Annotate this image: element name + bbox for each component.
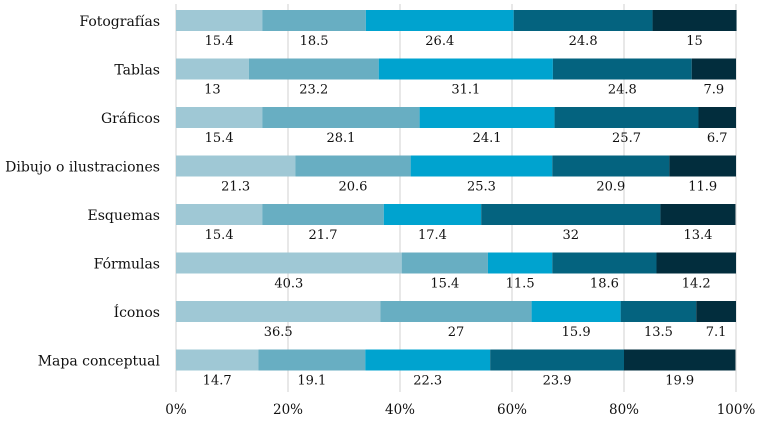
bar-segment: [554, 107, 699, 128]
category-label-graficos: Gráficos: [101, 111, 160, 127]
data-label: 20.6: [338, 180, 367, 195]
data-label: 7.1: [706, 325, 727, 340]
bar-segment: [383, 204, 482, 225]
bar-segment: [176, 107, 263, 128]
bar-segment: [176, 10, 263, 31]
data-label: 40.3: [274, 277, 303, 292]
data-label: 11.5: [506, 277, 535, 292]
data-label: 32: [563, 228, 580, 243]
category-labels: Fotografías Tablas Gráficos Dibujo o ilustr…: [5, 14, 160, 370]
bar-segment: [380, 301, 532, 322]
bar-segment: [620, 301, 697, 322]
bar-segment: [624, 349, 736, 371]
data-label: 17.4: [418, 228, 447, 243]
category-label-esquemas: Esquemas: [88, 208, 160, 224]
bar-segment: [176, 349, 259, 371]
data-label: 18.6: [590, 277, 619, 292]
data-label: 7.9: [704, 83, 725, 98]
bar-segment: [698, 107, 736, 128]
category-label-dibujo-o-ilustraciones: Dibujo o ilustraciones: [5, 160, 160, 176]
data-label: 24.1: [473, 131, 502, 146]
data-label: 14.2: [682, 277, 711, 292]
bar-segment: [378, 58, 553, 80]
x-tick-label: 60%: [497, 402, 527, 418]
bar-segment: [176, 204, 263, 225]
category-label-tablas: Tablas: [114, 63, 160, 79]
bar-segment: [248, 58, 379, 80]
value-labels: 15.4 18.5 26.4 24.8 15 13 23.2 31.1 24.8 7.9 15.4 2…: [203, 34, 728, 389]
bar-segment: [401, 252, 488, 274]
category-label-mapa-conceptual: Mapa conceptual: [38, 354, 161, 370]
data-label: 25.3: [467, 180, 496, 195]
data-label: 31.1: [451, 83, 480, 98]
bar-segment: [513, 10, 653, 31]
data-label: 25.7: [612, 131, 641, 146]
bar-segment: [258, 349, 366, 371]
data-label: 19.9: [665, 374, 694, 389]
bar-segment: [487, 252, 553, 274]
bar-segment: [696, 301, 736, 322]
bar-segment: [669, 155, 736, 177]
data-label: 23.9: [543, 374, 572, 389]
bar-segment: [176, 58, 249, 80]
bar-segment: [419, 107, 555, 128]
bar-segment: [365, 349, 491, 371]
category-label-fotografias: Fotografías: [79, 14, 160, 30]
bar-segment: [295, 155, 411, 177]
bar-segment: [481, 204, 661, 225]
bar-segment: [531, 301, 621, 322]
data-label: 19.1: [297, 374, 326, 389]
bar-segment: [490, 349, 624, 371]
data-label: 15: [686, 34, 703, 49]
x-tick-label: 40%: [385, 402, 415, 418]
bar-segment: [552, 252, 657, 274]
bar-segment: [410, 155, 553, 177]
data-label: 27: [448, 325, 465, 340]
data-label: 18.5: [300, 34, 329, 49]
data-label: 23.2: [299, 83, 328, 98]
data-label: 36.5: [264, 325, 293, 340]
bar-segment: [262, 204, 384, 225]
bar-segment: [691, 58, 736, 80]
data-label: 22.3: [413, 374, 442, 389]
data-label: 13.5: [644, 325, 673, 340]
bar-segment: [656, 252, 736, 274]
bar-segment: [262, 107, 420, 128]
data-label: 14.7: [203, 374, 232, 389]
data-label: 20.9: [596, 180, 625, 195]
data-label: 6.7: [707, 131, 728, 146]
bar-segment: [262, 10, 366, 31]
data-label: 15.4: [205, 131, 234, 146]
data-label: 21.3: [221, 180, 250, 195]
category-label-formulas: Fórmulas: [94, 257, 160, 273]
data-label: 13.4: [683, 228, 712, 243]
data-label: 11.9: [688, 180, 717, 195]
x-axis-ticks: 0% 20% 40% 60% 80% 100%: [165, 402, 755, 418]
data-label: 28.1: [326, 131, 355, 146]
data-label: 24.8: [608, 83, 637, 98]
data-label: 24.8: [569, 34, 598, 49]
bar-segment: [176, 155, 296, 177]
data-label: 15.4: [205, 228, 234, 243]
bars: [176, 10, 737, 371]
data-label: 15.4: [205, 34, 234, 49]
bar-segment: [652, 10, 737, 31]
x-tick-label: 100%: [717, 402, 756, 418]
x-tick-label: 20%: [273, 402, 303, 418]
bar-segment: [660, 204, 736, 225]
bar-segment: [552, 58, 692, 80]
bar-segment: [365, 10, 514, 31]
category-label-iconos: Íconos: [114, 303, 160, 321]
x-tick-label: 0%: [165, 402, 187, 418]
data-label: 15.9: [562, 325, 591, 340]
data-label: 26.4: [425, 34, 454, 49]
data-label: 21.7: [309, 228, 338, 243]
data-label: 15.4: [430, 277, 459, 292]
bar-segment: [176, 301, 381, 322]
bar-segment: [176, 252, 402, 274]
bar-segment: [552, 155, 670, 177]
x-tick-label: 80%: [609, 402, 639, 418]
data-label: 13: [204, 83, 221, 98]
